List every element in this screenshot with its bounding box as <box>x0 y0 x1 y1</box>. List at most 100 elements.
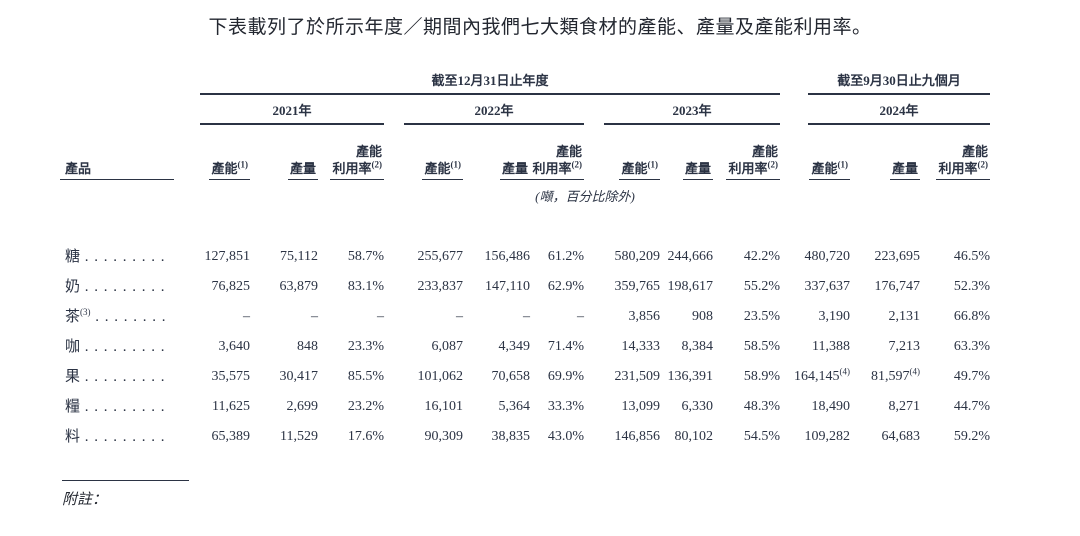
value-cell: 43.0% <box>547 429 584 444</box>
value-cell: 8,384 <box>681 339 714 354</box>
table-row: 茶(3) . . . . . . . . . . . . . . . . . .… <box>60 302 990 332</box>
leader-dots: . . . . . . . . . . . . . . . . . . <box>95 309 171 325</box>
value-cell: – <box>243 309 250 324</box>
value-cell: 69.9% <box>547 369 584 384</box>
value-cell: 54.5% <box>743 429 780 444</box>
footnote-ref-2: (2) <box>371 159 383 170</box>
capacity-header-2021: 產能(1) <box>180 125 250 180</box>
value-cell: 83.1% <box>347 279 384 294</box>
value-cell: 58.9% <box>743 369 780 384</box>
value-cell: 4,349 <box>498 339 531 354</box>
utilization-header-2024: 產能 利用率(2) <box>920 125 990 180</box>
value-cell: 2,131 <box>888 309 921 324</box>
period-year-end-label: 截至12月31日止年度 <box>200 65 780 95</box>
leader-dots: . . . . . . . . . . . . . . . . . . <box>84 369 171 385</box>
leader-dots: . . . . . . . . . . . . . . . . . . <box>84 249 171 265</box>
product-label: 料 . . . . . . . . . . . . . . . . . . <box>60 422 180 452</box>
year-2021-label: 2021年 <box>200 95 384 125</box>
corner-spacer <box>60 95 180 125</box>
value-cell: 101,062 <box>417 369 464 384</box>
value-cell: – <box>377 309 384 324</box>
footnote-ref-1: (1) <box>450 159 462 170</box>
table-row: 糧 . . . . . . . . . . . . . . . . . . 11,… <box>60 392 990 422</box>
year-2023-cell: 2023年 <box>584 95 780 125</box>
volume-header-2024: 產量 <box>850 125 920 180</box>
utilization-header-2022: 產能 利用率(2) <box>530 125 584 180</box>
value-cell: 359,765 <box>614 279 661 294</box>
product-header-label: 產品 <box>65 161 92 176</box>
value-cell: 337,637 <box>804 279 851 294</box>
value-cell: 17.6% <box>347 429 384 444</box>
value-cell: 81,597(4) <box>871 366 921 384</box>
value-cell: 66.8% <box>953 309 990 324</box>
value-cell: 147,110 <box>485 279 530 294</box>
value-cell: 908 <box>692 309 713 324</box>
product-label: 糖 . . . . . . . . . . . . . . . . . . <box>60 242 180 272</box>
footnote-heading: 附註： <box>62 492 108 508</box>
year-2022-label: 2022年 <box>404 95 584 125</box>
value-cell: – <box>456 309 463 324</box>
value-cell: 6,087 <box>431 339 464 354</box>
table-row: 糖 . . . . . . . . . . . . . . . . . . 127… <box>60 242 990 272</box>
period-nine-months-cell: 截至9月30日止九個月 <box>780 65 990 95</box>
value-cell: 80,102 <box>674 429 714 444</box>
value-cell: 7,213 <box>888 339 921 354</box>
value-cell: 8,271 <box>888 399 921 414</box>
value-cell: 223,695 <box>874 249 921 264</box>
year-header-row: 2021年 2022年 2023年 2024年 <box>60 95 990 125</box>
value-cell: 64,683 <box>881 429 921 444</box>
corner-spacer <box>60 65 180 95</box>
value-cell: 48.3% <box>743 399 780 414</box>
value-cell: 580,209 <box>614 249 661 264</box>
value-cell: 59.2% <box>953 429 990 444</box>
value-cell: 58.5% <box>743 339 780 354</box>
value-cell: 198,617 <box>667 279 714 294</box>
product-label: 茶(3) . . . . . . . . . . . . . . . . . . <box>60 302 180 332</box>
unit-note: (噸，百分比除外) <box>535 189 635 204</box>
capacity-header-2022: 產能(1) <box>384 125 463 180</box>
table-row: 果 . . . . . . . . . . . . . . . . . . 35,… <box>60 362 990 392</box>
footnote-ref-1: (1) <box>837 159 849 170</box>
leader-dots: . . . . . . . . . . . . . . . . . . <box>84 279 171 295</box>
footnote-ref-1: (1) <box>647 159 659 170</box>
column-header-row: 產品 產能(1) 產量 產能 利用率(2) 產能(1) 產量 產能 利用率(2)… <box>60 125 990 180</box>
leader-dots: . . . . . . . . . . . . . . . . . . <box>84 399 171 415</box>
value-cell: 3,640 <box>218 339 251 354</box>
footnote-ref-3: (3) <box>80 307 91 317</box>
value-cell: 136,391 <box>667 369 714 384</box>
product-label: 咖 . . . . . . . . . . . . . . . . . . <box>60 332 180 362</box>
volume-header-2021: 產量 <box>250 125 318 180</box>
table-body: 糖 . . . . . . . . . . . . . . . . . . 127… <box>60 242 990 452</box>
value-cell: 16,101 <box>424 399 464 414</box>
value-cell: 11,388 <box>812 339 850 354</box>
value-cell: 14,333 <box>621 339 661 354</box>
value-cell: 5,364 <box>498 399 531 414</box>
value-cell: 49.7% <box>953 369 990 384</box>
volume-header-2023: 產量 <box>660 125 713 180</box>
utilization-header-2021: 產能 利用率(2) <box>318 125 384 180</box>
period-year-end-cell: 截至12月31日止年度 <box>180 65 780 95</box>
value-cell: 70,658 <box>491 369 531 384</box>
value-cell: 61.2% <box>547 249 584 264</box>
value-cell: 58.7% <box>347 249 384 264</box>
product-label: 糧 . . . . . . . . . . . . . . . . . . <box>60 392 180 422</box>
value-cell: – <box>311 309 318 324</box>
table-row: 咖 . . . . . . . . . . . . . . . . . . 3,6… <box>60 332 990 362</box>
year-2024-cell: 2024年 <box>780 95 990 125</box>
value-cell: 76,825 <box>211 279 251 294</box>
period-nine-months-label: 截至9月30日止九個月 <box>808 65 990 95</box>
value-cell: 44.7% <box>953 399 990 414</box>
value-cell: 3,856 <box>628 309 661 324</box>
value-cell: 71.4% <box>547 339 584 354</box>
value-cell: 30,417 <box>279 369 319 384</box>
leader-dots: . . . . . . . . . . . . . . . . . . <box>84 339 171 355</box>
year-2024-label: 2024年 <box>808 95 990 125</box>
value-cell: – <box>523 309 530 324</box>
value-cell: 231,509 <box>614 369 661 384</box>
footnote-ref-2: (2) <box>571 159 583 170</box>
value-cell: 244,666 <box>667 249 714 264</box>
footer-gap <box>0 452 1080 480</box>
product-label: 奶 . . . . . . . . . . . . . . . . . . <box>60 272 180 302</box>
value-cell: 62.9% <box>547 279 584 294</box>
footnote-ref-4: (4) <box>909 366 921 377</box>
